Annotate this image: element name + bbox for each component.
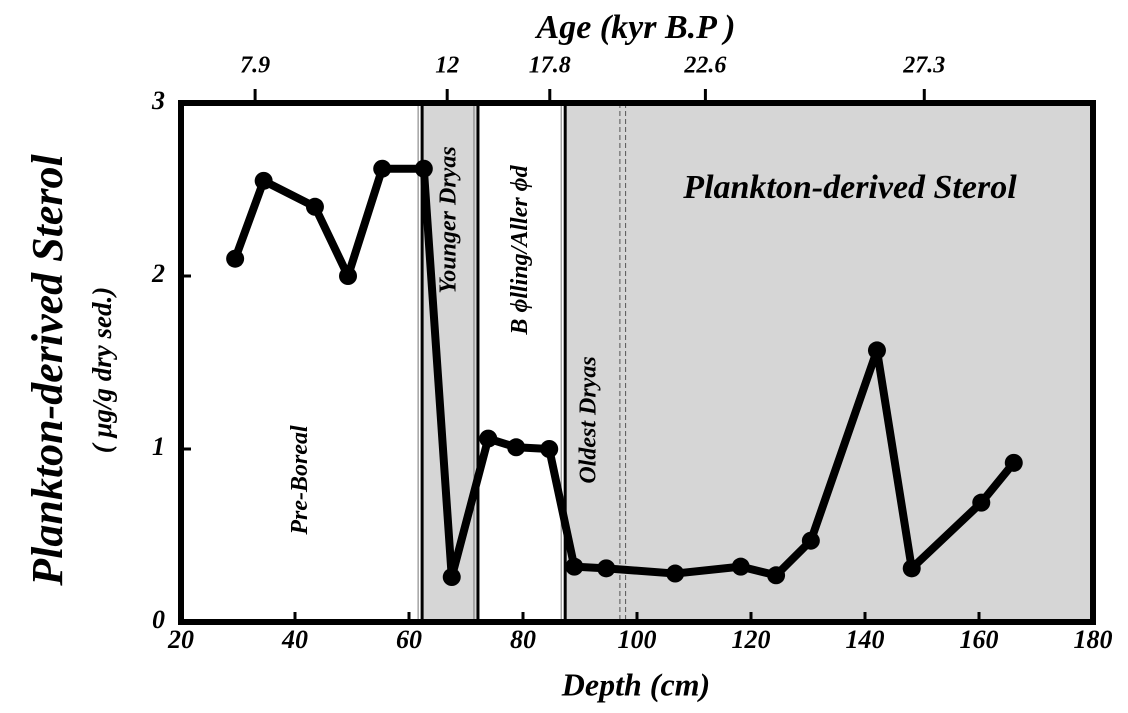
data-point [597, 559, 616, 578]
age-tick-label: 22.6 [683, 53, 726, 79]
y-tick-label: 1 [152, 432, 165, 461]
data-point [254, 171, 273, 190]
age-tick-label: 7.9 [240, 53, 270, 79]
top-axis-title: Age (kyr B.P ) [535, 9, 736, 46]
age-tick-label: 12 [435, 53, 459, 79]
x-tick-label: 140 [846, 625, 885, 654]
y-tick-label: 3 [151, 86, 165, 115]
data-point [479, 429, 498, 448]
data-point [867, 341, 886, 360]
zone-label: Younger Dryas [436, 146, 462, 293]
data-point [414, 159, 433, 178]
zone-label: B ϕlling/Aller ϕd [507, 164, 533, 335]
x-tick-label: 100 [618, 625, 657, 654]
x-tick-label: 40 [281, 625, 308, 654]
data-point [305, 197, 324, 216]
age-tick-label: 17.8 [529, 53, 571, 79]
data-point [442, 568, 461, 587]
data-point [902, 559, 921, 578]
x-tick-label: 180 [1074, 625, 1113, 654]
data-line [231, 164, 1017, 582]
annotation: Plankton-derived Sterol [682, 169, 1017, 206]
x-tick-label: 20 [167, 625, 194, 654]
x-tick-label: 80 [510, 625, 536, 654]
x-tick-label: 160 [960, 625, 999, 654]
data-point [1004, 453, 1023, 472]
data-point [226, 249, 245, 268]
y-axis-title: Plankton-derived Sterol [23, 154, 72, 587]
data-point [801, 531, 820, 550]
x-tick-label: 120 [732, 625, 771, 654]
data-point [339, 267, 358, 285]
data-point [666, 564, 685, 583]
zone-shade [565, 103, 1093, 622]
age-tick-label: 27.3 [902, 53, 945, 79]
data-point [507, 438, 526, 457]
data-point [731, 557, 750, 576]
data-point [540, 440, 559, 458]
y-tick-label: 2 [151, 259, 165, 288]
y-tick-label: 0 [152, 605, 165, 634]
x-tick-label: 60 [396, 625, 422, 654]
data-point [373, 159, 392, 178]
x-axis-title: Depth (cm) [561, 666, 710, 702]
data-point [972, 493, 991, 512]
y-axis-subtitle: ( μg/g dry sed.) [87, 287, 117, 453]
zone-label: Pre-Boreal [287, 425, 313, 536]
zone-label: Oldest Dryas [576, 356, 602, 483]
data-point [565, 557, 584, 576]
data-point [767, 566, 786, 585]
